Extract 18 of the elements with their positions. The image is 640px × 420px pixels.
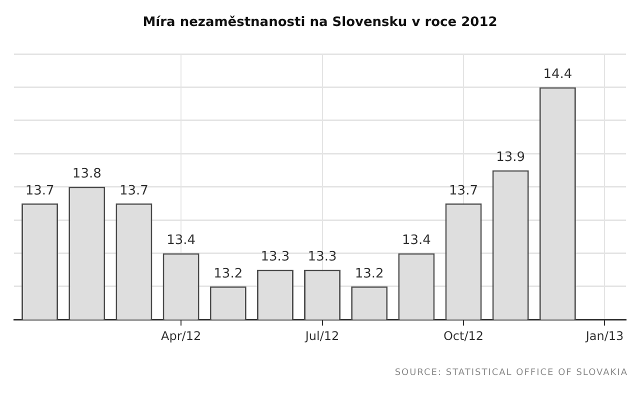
data-label: 13.3	[260, 250, 290, 265]
data-label: 13.3	[308, 250, 337, 265]
data-label: 13.8	[72, 166, 102, 182]
data-label: 13.2	[354, 266, 384, 282]
data-label: 14.4	[543, 67, 572, 82]
data-label: 13.7	[119, 183, 148, 198]
data-label: 13.4	[166, 233, 196, 248]
x-tick-label: Jan/13	[584, 328, 624, 343]
x-tick-label: Jul/12	[304, 328, 340, 343]
x-tick-label: Apr/12	[161, 328, 202, 343]
data-label: 13.7	[449, 183, 478, 198]
chart-title: Míra nezaměstnanosti na Slovensku v roce 2012	[142, 15, 498, 30]
data-label: 13.7	[25, 183, 54, 198]
x-tick-label: Oct/12	[443, 328, 484, 343]
source-note: SOURCE: STATISTICAL OFFICE OF SLOVAKIA	[394, 368, 628, 378]
data-label: 13.4	[402, 233, 431, 248]
data-label: 13.2	[214, 266, 243, 282]
data-label: 13.9	[496, 150, 526, 166]
